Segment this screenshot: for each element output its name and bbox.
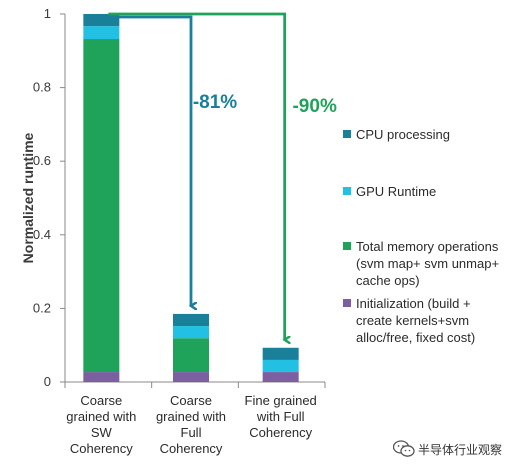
category-label-line: Coherency bbox=[70, 441, 133, 456]
legend-label-line: GPU Runtime bbox=[356, 184, 437, 199]
category-label: Fine grained with Full Coherency bbox=[245, 393, 317, 440]
y-tick-label: 0.8 bbox=[33, 80, 51, 95]
category-label-line: Coarse bbox=[80, 393, 122, 408]
category-label: Coarse grained with Full Coherency bbox=[156, 393, 226, 456]
bar-segment bbox=[262, 372, 299, 382]
annotation-label: -81% bbox=[193, 92, 237, 113]
stacked-bar-chart: 00.20.40.60.81 Coarse grained with SW Coher… bbox=[20, 6, 337, 456]
bar-segment bbox=[173, 338, 209, 373]
legend-label: GPU Runtime bbox=[356, 183, 515, 200]
legend-label-line: cache ops) bbox=[356, 273, 420, 288]
legend-label: CPU processing bbox=[356, 126, 515, 143]
bar-segment bbox=[83, 26, 120, 40]
y-tick-label: 0.6 bbox=[33, 153, 51, 168]
annotations: -81% -90% bbox=[104, 12, 337, 340]
legend-swatch bbox=[343, 130, 351, 138]
annotation-label: -90% bbox=[292, 96, 336, 117]
category-label-line: SW bbox=[91, 425, 113, 440]
legend-swatch bbox=[343, 242, 351, 250]
category-label-line: Full bbox=[181, 425, 202, 440]
category-label-line: Coherency bbox=[160, 441, 223, 456]
legend-label: Total memory operations (svm map+ svm unm… bbox=[356, 238, 515, 289]
watermark-text: 半导体行业观察 bbox=[418, 443, 503, 457]
annotation-arrow bbox=[108, 12, 284, 340]
bar-segment bbox=[83, 372, 120, 382]
bar-stack bbox=[262, 347, 299, 382]
y-tick-label: 0.4 bbox=[33, 227, 51, 242]
bar-segment bbox=[173, 326, 209, 339]
legend-swatch bbox=[343, 187, 351, 195]
bars bbox=[83, 14, 299, 382]
bar-segment bbox=[173, 313, 209, 327]
bar-segment bbox=[262, 359, 299, 373]
annotation-arrow bbox=[104, 15, 191, 306]
y-tick-label: 0 bbox=[44, 374, 51, 389]
watermark: 半导体行业观察 bbox=[393, 438, 511, 462]
legend-label: Initialization (build + create kernels+sv… bbox=[356, 295, 515, 346]
y-tick-labels: 0 0.2 0.4 0.6 0.8 1 bbox=[33, 6, 51, 389]
legend-swatch bbox=[343, 299, 351, 307]
wechat-logo-icon bbox=[393, 440, 415, 457]
y-tick-label: 1 bbox=[44, 6, 51, 21]
legend-label-line: Total memory operations bbox=[356, 239, 499, 254]
y-axis-label: Normalized runtime bbox=[20, 132, 36, 263]
bar-segment bbox=[262, 347, 299, 360]
category-label-line: grained with bbox=[156, 409, 226, 424]
category-label: Coarse grained with SW Coherency bbox=[66, 393, 136, 456]
legend-label-line: CPU processing bbox=[356, 127, 450, 142]
category-label-line: Fine grained bbox=[245, 393, 317, 408]
legend-label-line: create kernels+svm bbox=[356, 313, 470, 328]
bar-stack bbox=[173, 313, 209, 382]
category-label-line: Coarse bbox=[170, 393, 212, 408]
legend-label-line: (svm map+ svm unmap+ bbox=[356, 256, 500, 271]
category-label-line: grained with bbox=[66, 409, 136, 424]
y-tick-label: 0.2 bbox=[33, 300, 51, 315]
legend-label-line: Initialization (build + bbox=[356, 296, 471, 311]
category-label-line: with Full bbox=[256, 409, 305, 424]
bar-segment bbox=[173, 372, 209, 382]
bar-segment bbox=[83, 39, 120, 373]
bar-stack bbox=[83, 14, 120, 382]
legend-label-line: alloc/free, fixed cost) bbox=[356, 330, 476, 345]
category-label-line: Coherency bbox=[249, 425, 312, 440]
